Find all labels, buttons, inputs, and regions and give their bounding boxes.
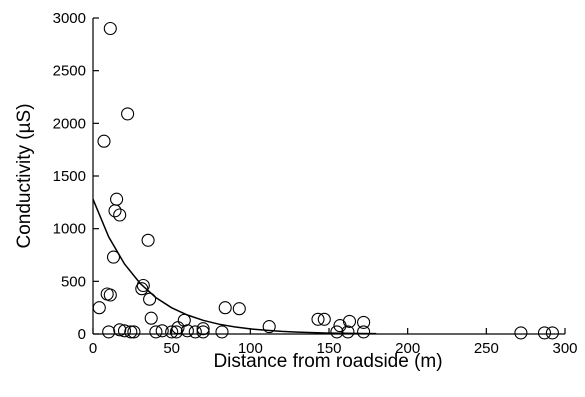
data-point: [180, 324, 194, 338]
fit-layer: [92, 198, 377, 335]
data-point: [357, 325, 371, 339]
data-point: [317, 312, 331, 326]
y-tick-label: 1500: [53, 168, 86, 185]
data-point: [545, 326, 559, 340]
data-point: [103, 21, 117, 36]
data-point: [232, 302, 246, 316]
axes: [92, 18, 565, 335]
y-tick-label: 1000: [53, 221, 86, 238]
y-axis-title: Conductivity (µS): [14, 103, 35, 248]
data-point: [121, 107, 135, 121]
x-tick-label: 150: [316, 340, 341, 357]
data-point: [341, 325, 355, 339]
data-point: [196, 322, 210, 336]
data-point: [330, 325, 344, 339]
y-tick-label: 0: [78, 326, 86, 343]
x-tick-label: 100: [238, 340, 263, 357]
x-tick-label: 50: [163, 340, 180, 357]
data-point: [149, 325, 163, 339]
x-tick-label: 250: [474, 340, 499, 357]
y-tick-label: 2500: [53, 63, 86, 80]
x-ticks: 0 50 100 150 200 250 300: [89, 328, 578, 357]
fit-curve: [92, 198, 377, 335]
points-layer: [92, 21, 559, 340]
data-point: [106, 250, 121, 264]
data-point: [117, 324, 132, 338]
y-tick-label: 2000: [53, 115, 86, 132]
data-point: [144, 311, 158, 325]
data-point: [108, 204, 122, 218]
data-point: [102, 325, 116, 339]
data-point: [218, 301, 232, 315]
data-point: [196, 325, 210, 339]
data-point: [333, 319, 347, 333]
data-point: [169, 325, 183, 339]
data-point: [514, 326, 528, 340]
data-point: [311, 312, 325, 326]
y-tick-label: 500: [61, 273, 86, 290]
data-point: [155, 324, 169, 338]
y-tick-label: 3000: [53, 10, 86, 27]
x-axis-title: Distance from roadside (m): [213, 351, 442, 372]
data-point: [113, 208, 127, 222]
data-point: [537, 326, 552, 340]
x-tick-label: 200: [395, 340, 420, 357]
data-point: [165, 325, 179, 339]
data-point: [92, 301, 106, 315]
y-ticks: 0 500 1000 1500 2000 2500 3000: [53, 10, 99, 343]
data-point: [262, 320, 276, 334]
data-point: [143, 292, 157, 306]
data-point: [103, 288, 117, 302]
data-point: [124, 325, 138, 339]
data-point: [215, 325, 229, 339]
x-tick-label: 0: [89, 340, 97, 357]
data-point: [127, 325, 141, 339]
x-tick-label: 300: [552, 340, 577, 357]
data-point: [135, 282, 149, 296]
data-point: [188, 325, 202, 339]
data-point: [110, 192, 124, 206]
data-point: [141, 233, 155, 247]
data-point: [357, 315, 371, 329]
data-point: [97, 134, 111, 148]
